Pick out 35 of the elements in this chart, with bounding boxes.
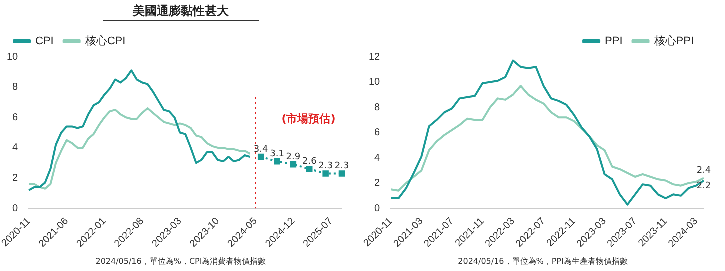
- y-tick-label: 6: [12, 112, 19, 124]
- y-tick-label: 8: [374, 102, 381, 114]
- legend-label: 核心PPI: [653, 34, 694, 48]
- data-label: 3.1: [270, 149, 284, 160]
- y-tick-label: 4: [374, 152, 381, 164]
- y-tick-label: 2: [374, 178, 381, 190]
- point: [290, 161, 297, 168]
- point: [322, 170, 329, 177]
- legend-label: PPI: [605, 36, 623, 48]
- text: 2024/05/16，單位為%，PPI為生產者物價指數: [457, 256, 629, 268]
- point: [306, 166, 313, 172]
- data-label: 3.4: [254, 144, 269, 155]
- legend-label: 核心CPI: [84, 34, 126, 48]
- point: [274, 158, 280, 165]
- chart-title: 美國通膨黏性甚大: [103, 4, 259, 21]
- point: [338, 170, 346, 177]
- y-tick-label: 4: [12, 142, 19, 154]
- y-tick-label: 0: [12, 203, 19, 214]
- ref-line-label: (市場預估): [282, 112, 336, 126]
- y-tick-label: 2: [12, 173, 19, 184]
- data-label: 2.6: [302, 157, 318, 167]
- y-tick-label: 10: [7, 52, 19, 63]
- data-label: 2.9: [286, 152, 301, 162]
- point: [258, 154, 264, 160]
- data-label: 2.3: [318, 162, 333, 172]
- data-label: 2.4: [696, 166, 712, 176]
- data-label: 2.3: [334, 162, 350, 172]
- text: 2024/05/16，單位為%，CPI為消費者物價指數: [94, 256, 268, 268]
- legend-label: CPI: [36, 36, 54, 48]
- y-tick-label: 8: [12, 82, 19, 94]
- y-tick-label: 0: [374, 203, 381, 214]
- y-tick-label: 10: [369, 77, 381, 88]
- y-tick-label: 12: [369, 52, 381, 63]
- data-label: 2.2: [696, 182, 712, 192]
- y-tick-label: 6: [374, 128, 381, 139]
